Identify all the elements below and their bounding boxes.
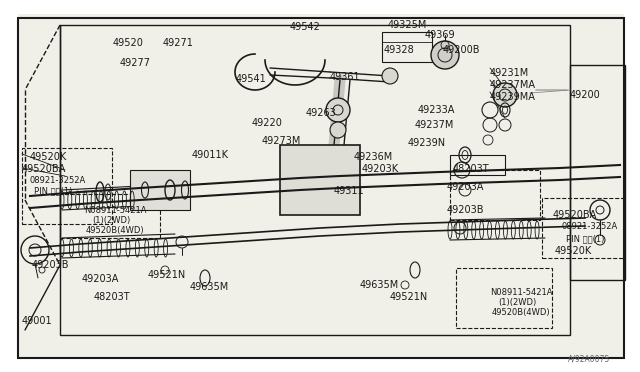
Text: 49635M: 49635M [190,282,229,292]
Text: 49231M: 49231M [490,68,529,78]
Circle shape [493,83,517,107]
Text: 49233A: 49233A [418,105,456,115]
Text: 49328: 49328 [384,45,415,55]
Bar [450,155,505,175]
Circle shape [431,41,459,69]
Text: 49520: 49520 [113,38,144,48]
Text: 49271: 49271 [163,38,194,48]
Bar [60,194,160,238]
Text: 49361: 49361 [330,72,360,82]
Text: 49237M: 49237M [415,120,454,130]
Bar [456,268,552,328]
Text: 49541: 49541 [236,74,267,84]
Text: 49311: 49311 [334,186,365,196]
Bar [542,198,624,258]
Text: 49277: 49277 [120,58,151,68]
Text: 49203A: 49203A [82,274,120,284]
Text: 49325M: 49325M [388,20,428,30]
Text: 49520B(4WD): 49520B(4WD) [492,308,550,317]
Text: 48203T: 48203T [94,292,131,302]
Text: PIN ピン(1): PIN ピン(1) [566,234,604,243]
Circle shape [330,122,346,138]
Text: 48203T: 48203T [453,164,490,174]
Text: N08911-5421A: N08911-5421A [84,206,147,215]
Text: 08921-3252A: 08921-3252A [562,222,618,231]
Bar [130,170,190,210]
Circle shape [326,98,350,122]
Circle shape [382,68,398,84]
Text: 49220: 49220 [252,118,283,128]
Text: 49520BA: 49520BA [22,164,67,174]
Text: (1)(2WD): (1)(2WD) [498,298,536,307]
Bar [60,25,570,335]
Text: 49263: 49263 [306,108,337,118]
Bar [570,65,625,280]
Text: 49521N: 49521N [148,270,186,280]
Text: 49203B: 49203B [447,205,484,215]
Text: 49369: 49369 [425,30,456,40]
Text: 49521N: 49521N [390,292,428,302]
Text: 49520B(4WD): 49520B(4WD) [86,226,145,235]
Text: 49011K: 49011K [192,150,229,160]
Text: (1)(2WD): (1)(2WD) [92,216,131,225]
Text: 49203B: 49203B [32,260,70,270]
Text: 49200B: 49200B [443,45,481,55]
Text: 49001: 49001 [22,316,52,326]
Text: N08911-5421A: N08911-5421A [490,288,552,297]
Text: 49237MA: 49237MA [490,80,536,90]
Text: 49239N: 49239N [408,138,446,148]
Bar [22,148,112,224]
Text: 49203A: 49203A [447,182,484,192]
Text: 49239MA: 49239MA [490,92,536,102]
Text: 08921-3252A: 08921-3252A [30,176,86,185]
Text: PIN ピン(1): PIN ピン(1) [34,186,72,195]
Text: A/92A0075: A/92A0075 [568,355,610,364]
Text: 49200: 49200 [570,90,601,100]
Text: 49635M: 49635M [360,280,399,290]
Text: 49520BA: 49520BA [553,210,597,220]
Text: 49520K: 49520K [555,246,592,256]
Text: 49520K: 49520K [30,152,67,162]
Text: 49542: 49542 [290,22,321,32]
Bar [450,170,540,220]
Text: 49236M: 49236M [354,152,393,162]
Bar [280,145,360,215]
Text: 49203K: 49203K [362,164,399,174]
Bar [382,32,432,62]
Text: 49273M: 49273M [262,136,301,146]
